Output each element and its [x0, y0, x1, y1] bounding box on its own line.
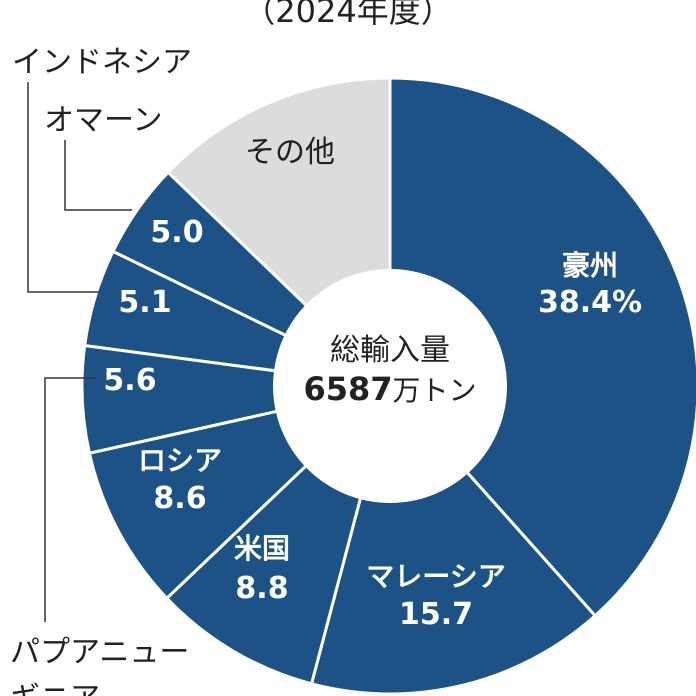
label-png-line1: パプアニュー — [10, 635, 189, 670]
label-indonesia: インドネシア — [12, 45, 192, 80]
label-malaysia-name: マレーシア — [366, 560, 505, 593]
label-usa-value: 8.8 — [235, 571, 288, 606]
label-australia-name: 豪州 — [562, 249, 618, 282]
leader-line-png — [44, 377, 96, 622]
center-value-number: 6587 — [303, 370, 392, 408]
center-label: 総輸入量 — [330, 333, 450, 368]
label-russia-name: ロシア — [138, 444, 222, 477]
label-oman-value: 5.0 — [150, 215, 203, 250]
leader-line-oman — [64, 140, 132, 211]
center-value-unit: 万トン — [393, 374, 477, 407]
donut-hole — [273, 269, 507, 503]
chart-subtitle: （2024年度） — [243, 0, 452, 30]
label-indonesia-value: 5.1 — [118, 285, 171, 320]
slice-0 — [388, 76, 696, 618]
label-australia-value: 38.4% — [538, 285, 642, 320]
label-malaysia-value: 15.7 — [399, 597, 473, 632]
label-other: その他 — [245, 135, 335, 170]
label-png-value: 5.6 — [103, 363, 156, 398]
center-value: 6587万トン — [303, 370, 476, 408]
leader-line-indonesia — [27, 82, 100, 293]
label-russia-value: 8.6 — [153, 481, 206, 516]
label-png-line2: ギニア — [10, 681, 100, 696]
label-usa-name: 米国 — [234, 532, 290, 565]
label-oman: オマーン — [44, 103, 163, 138]
